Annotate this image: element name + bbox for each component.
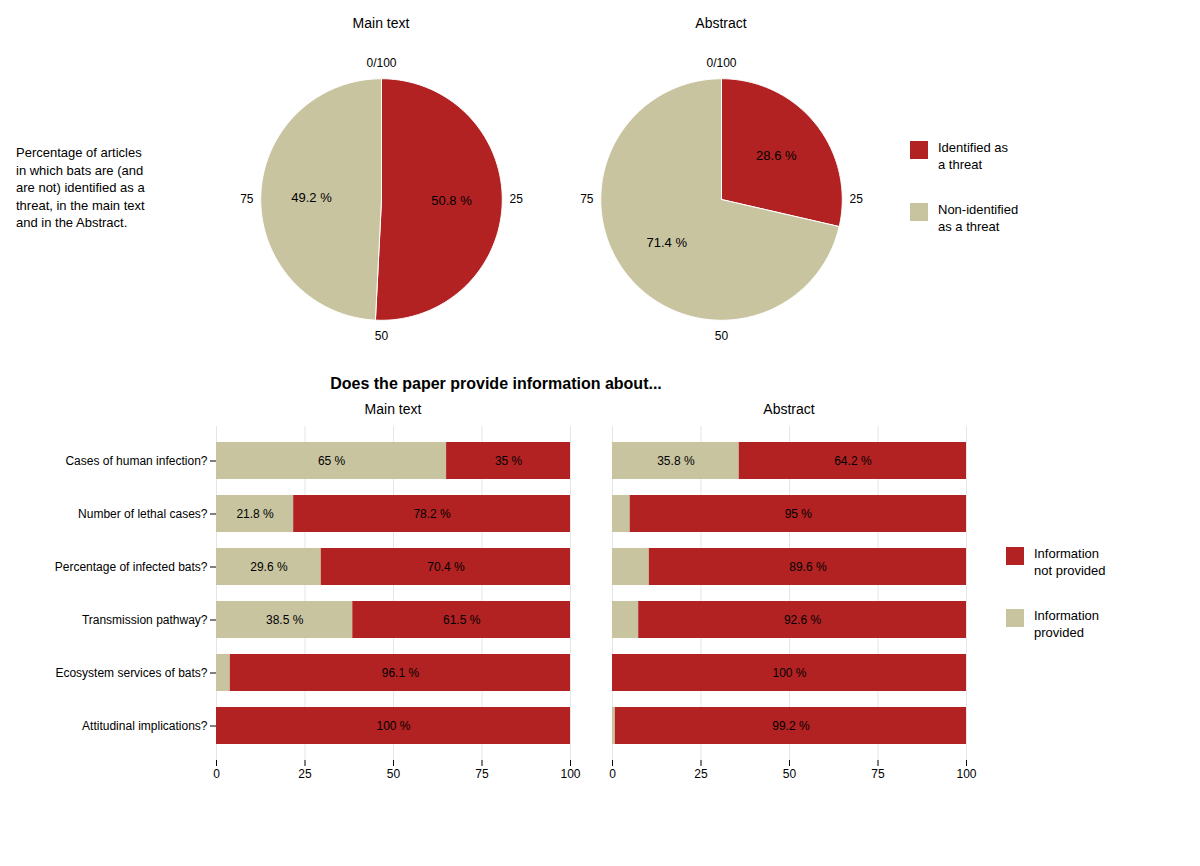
html-text:Main text: Main text [352, 15, 410, 31]
svg-text:28.6 %: 28.6 % [756, 148, 797, 163]
html-text:Abstract: Abstract [763, 401, 815, 417]
svg-text:50: 50 [375, 329, 389, 343]
svg-text:50: 50 [783, 767, 797, 781]
html-text:Does the paper provide informa: Does the paper provide information about… [330, 375, 662, 392]
svg-text:96.1 %: 96.1 % [382, 666, 420, 680]
svg-text:0/100: 0/100 [706, 56, 736, 70]
svg-text:100 %: 100 % [772, 666, 806, 680]
html-text:Non-identified as a threat: Non-identified as a threat [938, 202, 1019, 234]
svg-text:Transmission pathway?: Transmission pathway? [82, 613, 208, 627]
svg-text:75: 75 [475, 767, 489, 781]
svg-text:35.8 %: 35.8 % [657, 454, 695, 468]
svg-text:0: 0 [609, 767, 616, 781]
svg-text:92.6 %: 92.6 % [784, 613, 822, 627]
svg-text:0/100: 0/100 [366, 56, 396, 70]
svg-text:50: 50 [715, 329, 729, 343]
svg-text:Ecosystem services of bats?: Ecosystem services of bats? [55, 666, 207, 680]
svg-text:100: 100 [560, 767, 580, 781]
svg-text:70.4 %: 70.4 % [427, 560, 465, 574]
html-text:Information provided: Information provided [1034, 608, 1099, 640]
svg-text:100: 100 [956, 767, 976, 781]
svg-text:100 %: 100 % [376, 719, 410, 733]
svg-text:99.2 %: 99.2 % [772, 719, 810, 733]
svg-text:64.2 %: 64.2 % [834, 454, 872, 468]
svg-text:89.6 %: 89.6 % [789, 560, 827, 574]
html-text:Abstract: Abstract [695, 15, 747, 31]
html-text:Information not provided: Information not provided [1034, 546, 1106, 579]
svg-text:29.6 %: 29.6 % [250, 560, 288, 574]
svg-text:Number of lethal cases?: Number of lethal cases? [78, 507, 208, 521]
svg-text:Percentage of infected bats?: Percentage of infected bats? [55, 560, 208, 574]
svg-text:50: 50 [387, 767, 401, 781]
svg-text:65 %: 65 % [318, 454, 346, 468]
svg-text:50.8 %: 50.8 % [431, 193, 472, 208]
svg-text:25: 25 [298, 767, 312, 781]
html-text:Identified as a threat: Identified as a threat [938, 140, 1009, 173]
svg-text:21.8 %: 21.8 % [236, 507, 274, 521]
svg-text:75: 75 [871, 767, 885, 781]
svg-text:25: 25 [850, 192, 864, 206]
svg-text:75: 75 [580, 192, 594, 206]
svg-text:0: 0 [213, 767, 220, 781]
svg-text:61.5 %: 61.5 % [443, 613, 481, 627]
svg-text:78.2 %: 78.2 % [413, 507, 451, 521]
svg-text:Attitudinal implications?: Attitudinal implications? [82, 719, 208, 733]
svg-text:75: 75 [240, 192, 254, 206]
svg-text:35 %: 35 % [495, 454, 523, 468]
svg-text:25: 25 [510, 192, 524, 206]
svg-text:25: 25 [694, 767, 708, 781]
svg-text:95 %: 95 % [785, 507, 813, 521]
svg-text:71.4 %: 71.4 % [646, 235, 687, 250]
svg-text:38.5 %: 38.5 % [266, 613, 304, 627]
html-text:Main text: Main text [364, 401, 422, 417]
svg-text:49.2 %: 49.2 % [291, 190, 332, 205]
svg-text:Cases of human infection?: Cases of human infection? [65, 454, 207, 468]
html-text:Percentage of articles in whic: Percentage of articles in which bats are… [16, 145, 145, 231]
